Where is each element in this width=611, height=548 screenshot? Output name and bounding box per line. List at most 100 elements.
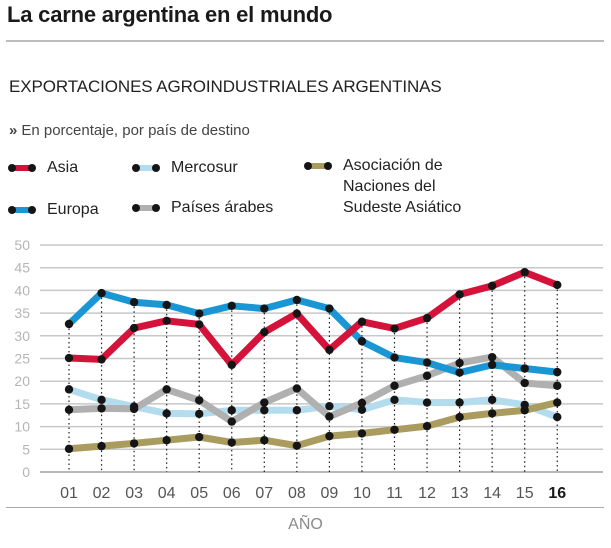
- data-point-asean: [195, 432, 204, 442]
- data-point-europa: [129, 298, 139, 307]
- data-point-asean: [390, 425, 399, 434]
- data-point-asia: [390, 324, 399, 333]
- data-point-asean: [520, 406, 529, 415]
- data-point-arabes: [97, 404, 106, 413]
- data-point-asean: [97, 441, 106, 451]
- legend-label-line: Asociación de: [343, 157, 443, 174]
- data-point-europa: [390, 353, 399, 362]
- legend-swatch-arabes: [132, 203, 160, 213]
- x-tick-label: 16: [548, 485, 566, 502]
- data-point-asean: [64, 444, 74, 454]
- legend-label: Asia: [47, 159, 79, 176]
- data-point-mercosur: [97, 395, 106, 405]
- data-point-arabes: [553, 381, 562, 390]
- y-axis-ticks: 0 5 10 15 20 25 30 35 40 45 50: [14, 237, 30, 480]
- legend-item-europa: Europa: [8, 199, 99, 220]
- series-line-europa: [65, 289, 561, 377]
- x-tick-label: 13: [451, 485, 469, 502]
- gridlines: [40, 244, 603, 473]
- data-point-mercosur: [64, 385, 74, 394]
- data-point-mercosur: [422, 398, 432, 407]
- data-point-asean: [260, 436, 269, 445]
- legend-item-asia: Asia: [8, 157, 78, 178]
- data-point-europa: [162, 300, 171, 310]
- data-point-arabes: [129, 404, 139, 414]
- data-point-arabes: [487, 352, 497, 362]
- series-lines: [65, 268, 561, 453]
- data-point-mercosur: [162, 409, 171, 418]
- x-tick-label: 05: [190, 485, 208, 502]
- data-point-europa: [553, 367, 562, 377]
- legend-label: Mercosur: [171, 159, 238, 176]
- data-point-arabes: [195, 396, 204, 405]
- y-tick-label: 25: [14, 351, 30, 367]
- x-tick-label: 04: [158, 485, 176, 502]
- data-point-asean: [357, 429, 367, 438]
- legend-swatch-asia: [8, 163, 36, 173]
- data-point-asean: [162, 436, 171, 445]
- data-point-asia: [487, 281, 497, 291]
- data-point-europa: [195, 309, 204, 318]
- data-point-mercosur: [227, 406, 236, 415]
- y-tick-label: 10: [14, 419, 30, 435]
- data-point-asean: [325, 431, 334, 441]
- data-point-mercosur: [553, 412, 562, 422]
- data-point-asia: [195, 320, 204, 329]
- data-point-asia: [325, 345, 334, 355]
- data-point-mercosur: [487, 395, 497, 405]
- data-point-asia: [422, 313, 432, 323]
- data-point-arabes: [422, 371, 432, 380]
- data-point-europa: [97, 288, 106, 298]
- y-tick-label: 15: [14, 396, 30, 412]
- data-point-europa: [260, 304, 269, 313]
- data-point-arabes: [292, 384, 302, 393]
- y-tick-label: 50: [14, 237, 30, 253]
- legend-label-line: Naciones del: [343, 178, 436, 195]
- data-point-europa: [520, 364, 529, 373]
- x-tick-label: 12: [418, 485, 436, 502]
- legend-item-asean: Asociación de Naciones del Sudeste Asiát…: [304, 155, 461, 218]
- data-point-europa: [64, 319, 74, 329]
- series-line-asean: [65, 399, 561, 453]
- data-point-europa: [487, 360, 497, 370]
- data-point-asean: [227, 438, 236, 447]
- legend-item-arabes: Países árabes: [132, 197, 273, 218]
- y-tick-label: 20: [14, 373, 30, 389]
- data-point-asia: [129, 323, 139, 333]
- data-point-arabes: [162, 385, 171, 394]
- x-axis-divider: [6, 507, 604, 508]
- x-tick-label: 02: [93, 485, 111, 502]
- x-axis-title: AÑO: [288, 516, 323, 533]
- legend-label-line: Sudeste Asiático: [343, 199, 462, 216]
- series-line-mercosur: [65, 385, 561, 421]
- unit-note: » En porcentaje, por país de destino: [9, 122, 250, 139]
- y-tick-label: 45: [14, 260, 30, 276]
- data-point-mercosur: [195, 409, 204, 419]
- legend-label: Asociación de Naciones del Sudeste Asiát…: [343, 155, 461, 218]
- data-point-asean: [129, 439, 139, 448]
- data-point-asia: [97, 355, 106, 364]
- data-point-mercosur: [325, 401, 334, 411]
- x-tick-label: 08: [288, 485, 306, 502]
- data-point-asia: [292, 309, 302, 318]
- title-divider: [6, 40, 604, 42]
- page-title: La carne argentina en el mundo: [7, 2, 333, 27]
- data-point-arabes: [357, 398, 367, 408]
- y-tick-label: 35: [14, 305, 30, 321]
- x-tick-label: 11: [386, 485, 403, 502]
- data-point-asia: [553, 280, 562, 290]
- data-point-europa: [455, 368, 464, 377]
- y-tick-label: 0: [22, 464, 30, 480]
- data-point-arabes: [390, 381, 399, 390]
- data-point-asia: [357, 317, 367, 326]
- x-tick-label: 07: [255, 485, 273, 502]
- data-point-asean: [422, 421, 432, 431]
- legend-swatch-asean: [304, 161, 332, 171]
- data-point-asia: [520, 268, 529, 277]
- data-point-asia: [162, 316, 171, 326]
- series-line-asia: [65, 268, 561, 369]
- x-tick-label: 15: [516, 485, 534, 502]
- y-tick-label: 30: [14, 328, 30, 344]
- series-line-arabes: [65, 353, 561, 426]
